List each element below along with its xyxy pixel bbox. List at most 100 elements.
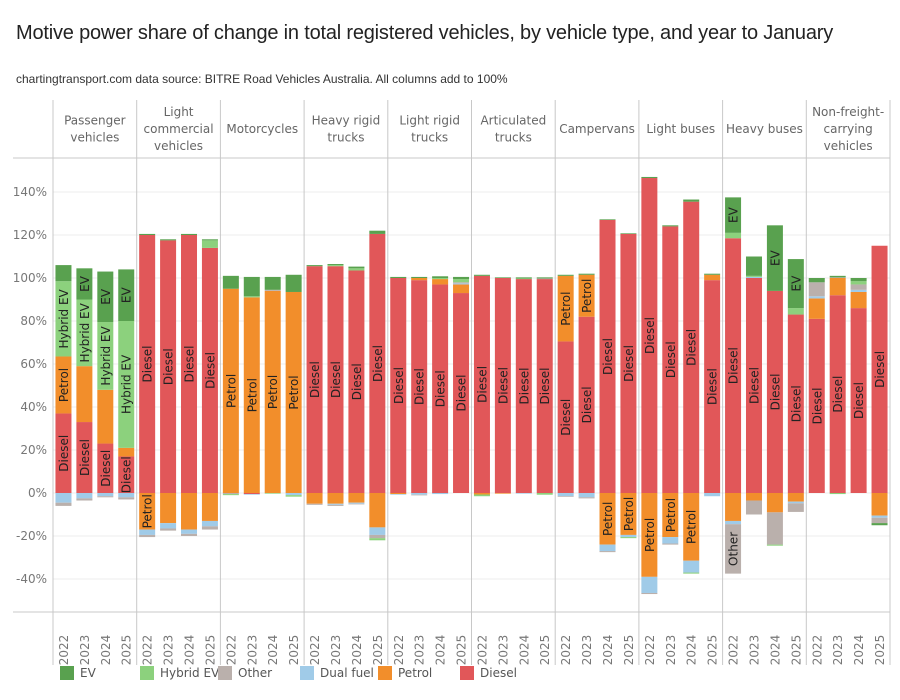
bar-label: Petrol bbox=[57, 368, 71, 402]
bar-segment-ev bbox=[515, 277, 532, 279]
bar-segment-diesel bbox=[55, 413, 72, 493]
bar-segment-hybrid-ev bbox=[264, 493, 281, 494]
bar-label: Diesel bbox=[329, 361, 343, 398]
bar-label: Diesel bbox=[580, 386, 594, 423]
bar-segment-dual-fuel bbox=[348, 502, 365, 504]
bar-segment-ev bbox=[808, 278, 825, 283]
bar-segment-diesel bbox=[369, 233, 386, 494]
x-tick-label: 2023 bbox=[664, 635, 678, 666]
x-tick-label: 2022 bbox=[643, 635, 657, 666]
bar-label: Diesel bbox=[475, 366, 489, 403]
y-tick-label: 80% bbox=[20, 314, 47, 328]
bar-label: Diesel bbox=[517, 368, 531, 405]
x-tick-label: 2023 bbox=[580, 635, 594, 666]
bar-label: Diesel bbox=[78, 439, 92, 476]
bar-segment-diesel bbox=[97, 443, 114, 493]
bar-segment-ev bbox=[683, 199, 700, 202]
panel-header: trucks bbox=[411, 131, 448, 145]
bar-segment-dual-fuel bbox=[704, 493, 721, 497]
bar-segment-hybrid-ev bbox=[473, 494, 490, 497]
bar-segment-dual-fuel bbox=[662, 537, 679, 544]
legend-item[interactable]: Other bbox=[218, 666, 272, 680]
bar-segment-ev bbox=[725, 197, 742, 233]
bar-segment-hybrid-ev bbox=[76, 299, 93, 367]
bar-segment-ev bbox=[348, 266, 365, 269]
y-tick-label: -20% bbox=[16, 529, 47, 543]
bar-segment-dual-fuel bbox=[725, 520, 742, 525]
bar-segment-petrol bbox=[683, 493, 700, 561]
bar-segment-petrol bbox=[201, 493, 218, 521]
x-tick-label: 2023 bbox=[413, 635, 427, 666]
x-tick-label: 2025 bbox=[873, 635, 887, 666]
x-tick-label: 2022 bbox=[559, 635, 573, 666]
bar-segment-dual-fuel bbox=[808, 296, 825, 299]
bar-label: Diesel bbox=[99, 450, 113, 487]
bar-segment-dual-fuel bbox=[745, 276, 762, 278]
bar-segment-other bbox=[787, 503, 804, 512]
panel-header: Light rigid bbox=[399, 114, 460, 128]
bar-label: Diesel bbox=[727, 347, 741, 384]
bar-segment-dual-fuel bbox=[201, 520, 218, 527]
x-tick-label: 2025 bbox=[203, 635, 217, 666]
legend-item[interactable]: Diesel bbox=[460, 666, 517, 680]
bar-segment-dual-fuel bbox=[578, 493, 595, 498]
bar-segment-dual-fuel bbox=[850, 289, 867, 292]
bar-segment-dual-fuel bbox=[118, 493, 135, 498]
bar-segment-dual-fuel bbox=[641, 576, 658, 593]
bar-segment-dual-fuel bbox=[557, 493, 574, 497]
legend-label: Hybrid EV bbox=[160, 666, 220, 680]
bar-segment-diesel bbox=[139, 235, 156, 493]
bar-segment-petrol bbox=[725, 493, 742, 521]
bar-label: Diesel bbox=[810, 387, 824, 424]
bar-segment-petrol bbox=[808, 298, 825, 319]
legend-item[interactable]: EV bbox=[60, 666, 96, 680]
bar-segment-petrol bbox=[139, 493, 156, 530]
x-tick-label: 2022 bbox=[308, 635, 322, 666]
bar-segment-hybrid-ev bbox=[432, 278, 449, 280]
bar-segment-petrol bbox=[578, 274, 595, 317]
bar-label: Diesel bbox=[203, 352, 217, 389]
bar-segment-ev bbox=[264, 276, 281, 290]
bar-segment-other bbox=[557, 496, 574, 497]
panel-header: Heavy rigid bbox=[312, 114, 381, 128]
x-tick-label: 2023 bbox=[245, 635, 259, 666]
bar-segment-ev bbox=[369, 230, 386, 234]
legend-item[interactable]: Dual fuel bbox=[300, 666, 374, 680]
bar-segment-dual-fuel bbox=[327, 503, 344, 505]
bar-segment-ev bbox=[578, 273, 595, 275]
bar-label: Diesel bbox=[496, 367, 510, 404]
y-tick-label: 60% bbox=[20, 357, 47, 371]
x-tick-label: 2025 bbox=[622, 635, 636, 666]
bar-label: EV bbox=[727, 206, 741, 223]
bar-label: Petrol bbox=[266, 375, 280, 409]
panel-header: carrying bbox=[824, 122, 873, 136]
bar-segment-other bbox=[97, 496, 114, 498]
legend-item[interactable]: Petrol bbox=[378, 666, 432, 680]
bar-segment-dual-fuel bbox=[97, 493, 114, 497]
bar-segment-other bbox=[453, 282, 470, 284]
bar-label: Diesel bbox=[601, 338, 615, 375]
x-tick-label: 2025 bbox=[706, 635, 720, 666]
bar-segment-hybrid-ev bbox=[222, 494, 239, 496]
x-tick-label: 2025 bbox=[455, 635, 469, 666]
bar-label: Petrol bbox=[141, 494, 155, 528]
bar-label: Diesel bbox=[873, 351, 887, 388]
bar-segment-diesel bbox=[160, 240, 177, 493]
bar-segment-dual-fuel bbox=[411, 493, 428, 495]
bar-segment-dual-fuel bbox=[599, 544, 616, 552]
bar-segment-petrol bbox=[306, 493, 323, 504]
bar-label: Diesel bbox=[789, 385, 803, 422]
x-tick-label: 2024 bbox=[99, 635, 113, 666]
bar-label: EV bbox=[120, 287, 134, 304]
legend-label: Petrol bbox=[398, 666, 433, 680]
legend-item[interactable]: Hybrid EV bbox=[140, 666, 219, 680]
bar-segment-ev bbox=[494, 277, 511, 278]
bar-segment-petrol bbox=[620, 493, 637, 535]
bar-segment-hybrid-ev bbox=[515, 278, 532, 280]
bar-label: Petrol bbox=[601, 502, 615, 536]
x-tick-label: 2024 bbox=[685, 635, 699, 666]
bar-segment-other bbox=[411, 494, 428, 496]
y-tick-label: 140% bbox=[13, 185, 47, 199]
bar-segment-other bbox=[599, 551, 616, 553]
bar-segment-ev bbox=[181, 233, 198, 235]
